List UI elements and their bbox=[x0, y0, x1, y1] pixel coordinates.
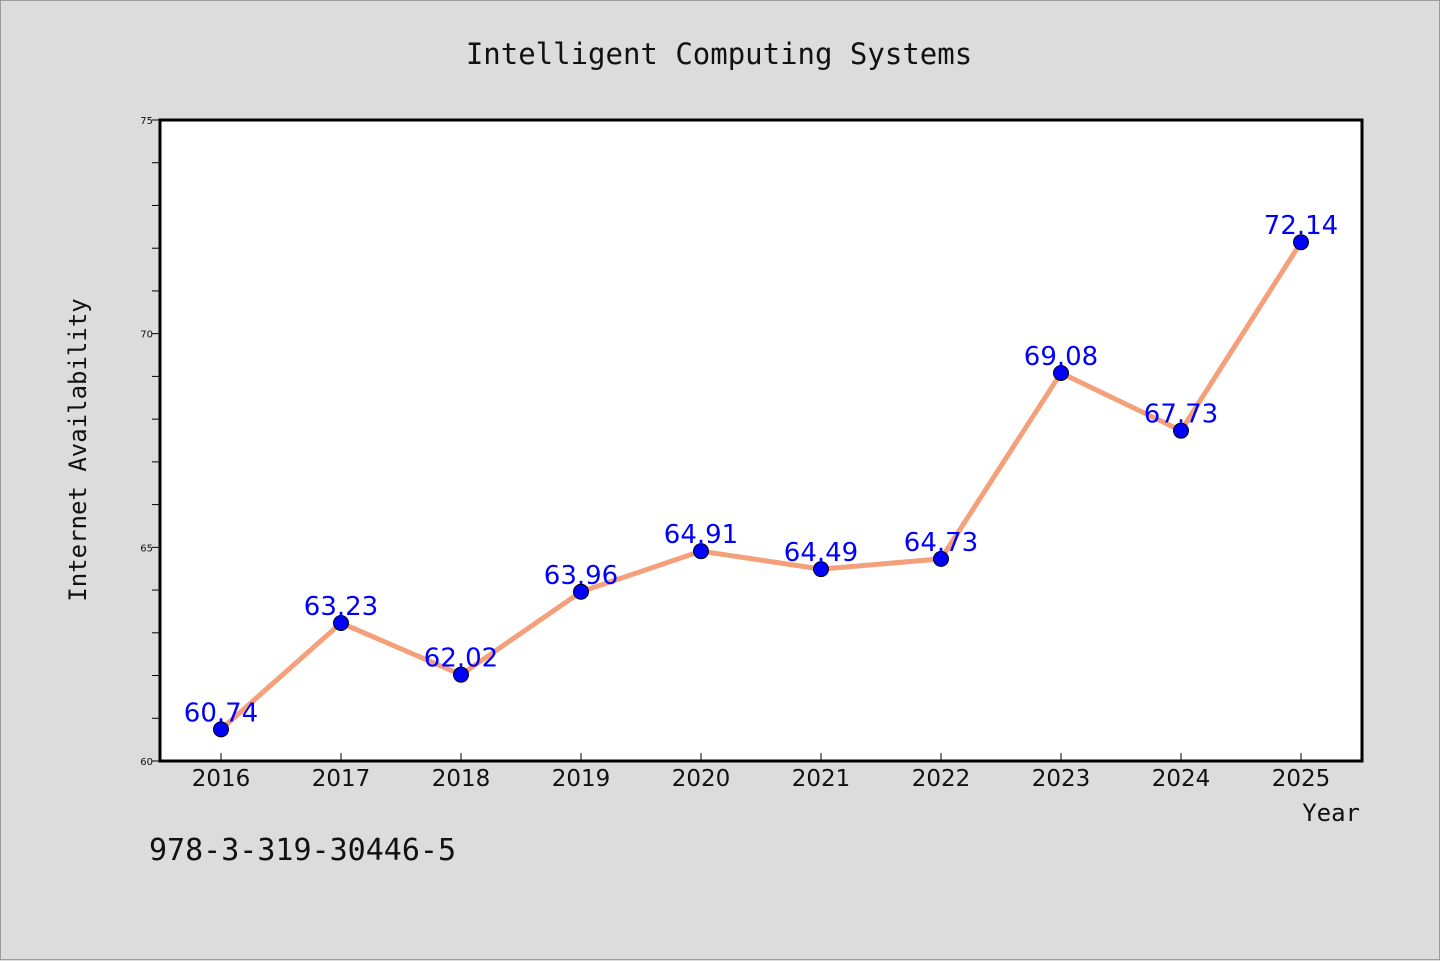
x-tick-label: 2025 bbox=[1272, 766, 1331, 792]
series-line bbox=[218, 239, 1304, 732]
data-point bbox=[693, 543, 709, 560]
data-point bbox=[933, 550, 949, 567]
data-label: 64.49 bbox=[784, 538, 858, 568]
data-label: 67.73 bbox=[1144, 400, 1218, 430]
y-tick-label: 70 bbox=[140, 330, 153, 341]
data-point bbox=[453, 666, 469, 683]
x-tick-label: 2024 bbox=[1152, 766, 1211, 792]
data-point bbox=[1173, 422, 1189, 439]
data-point bbox=[573, 583, 589, 600]
data-point bbox=[1293, 234, 1309, 251]
isbn-text: 978-3-319-30446-5 bbox=[149, 833, 457, 868]
data-label: 64.73 bbox=[904, 528, 978, 558]
y-tick-label: 65 bbox=[140, 543, 153, 554]
data-label: 60.74 bbox=[184, 698, 258, 728]
data-point bbox=[1053, 364, 1069, 381]
y-axis-label: Internet Availability bbox=[64, 298, 92, 601]
x-tick-label: 2021 bbox=[792, 766, 851, 792]
x-axis: 2016 2017 2018 2019 2020 2021 2022 2023 2024 2025 bbox=[192, 753, 1331, 792]
data-label: 63.23 bbox=[304, 592, 378, 622]
x-tick-label: 2023 bbox=[1032, 766, 1091, 792]
x-tick-label: 2020 bbox=[672, 766, 731, 792]
y-tick-label: 60 bbox=[140, 757, 153, 768]
x-tick-label: 2022 bbox=[912, 766, 971, 792]
y-tick-label: 75 bbox=[140, 116, 153, 127]
y-axis: 60 65 70 75 bbox=[140, 116, 160, 768]
data-label: 69.08 bbox=[1024, 342, 1098, 372]
x-tick-label: 2018 bbox=[432, 766, 491, 792]
data-label: 72.14 bbox=[1264, 211, 1338, 241]
x-tick-label: 2017 bbox=[312, 766, 371, 792]
data-label: 62.02 bbox=[424, 644, 498, 674]
data-point bbox=[213, 721, 229, 738]
series-layer: 60.74 63.23 62.02 63.96 64.91 64.49 64.73 69.08… bbox=[184, 211, 1338, 738]
x-tick-label: 2016 bbox=[192, 766, 251, 792]
x-tick-label: 2019 bbox=[552, 766, 611, 792]
data-label: 63.96 bbox=[544, 561, 618, 591]
chart-title: Intelligent Computing Systems bbox=[466, 37, 972, 71]
data-point bbox=[333, 614, 349, 631]
data-point bbox=[813, 561, 829, 578]
data-label: 64.91 bbox=[664, 520, 738, 550]
plot-area bbox=[158, 118, 1364, 763]
x-axis-label: Year bbox=[1302, 799, 1360, 827]
